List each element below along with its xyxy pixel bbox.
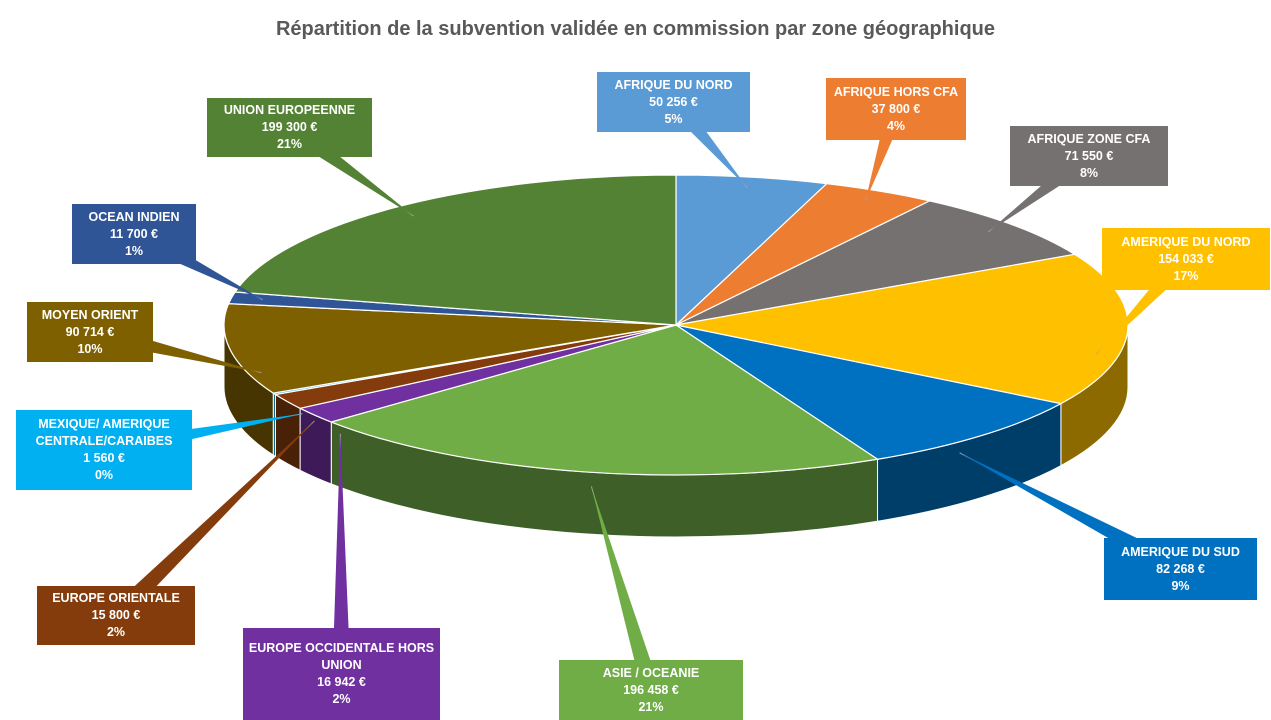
- label-percent: 5%: [664, 111, 683, 126]
- label-value: 82 268 €: [1156, 561, 1205, 576]
- label-percent: 2%: [106, 625, 126, 639]
- data-label: EUROPE OCCIDENTALE HORS UNION 16 942 € 2%: [243, 628, 440, 720]
- data-label: AFRIQUE ZONE CFA 71 550 € 8%: [1010, 126, 1168, 186]
- data-label: AFRIQUE DU NORD 50 256 € 5%: [597, 72, 750, 132]
- data-label: AFRIQUE HORS CFA 37 800 € 4%: [826, 78, 966, 140]
- data-label: UNION EUROPEENNE 199 300 € 21%: [207, 98, 372, 157]
- label-name: OCEAN INDIEN: [88, 209, 180, 224]
- data-label: OCEAN INDIEN 11 700 € 1%: [72, 204, 196, 264]
- label-name: AFRIQUE ZONE CFA: [1027, 131, 1151, 146]
- label-percent: 9%: [1171, 578, 1190, 593]
- label-name: AFRIQUE DU NORD: [614, 77, 733, 92]
- slice: [223, 303, 677, 394]
- label-value: 37 800 €: [871, 101, 921, 116]
- label-name: MEXIQUE/ AMERIQUE CENTRALE/CARAIBES: [35, 417, 173, 448]
- data-label: MOYEN ORIENT 90 714 € 10%: [27, 302, 153, 362]
- label-percent: 2%: [332, 692, 351, 706]
- slice: [675, 253, 1129, 405]
- label-percent: 1%: [124, 243, 144, 258]
- label-percent: 21%: [638, 699, 664, 714]
- label-name: MOYEN ORIENT: [41, 307, 139, 322]
- callout-pointer: [591, 486, 660, 693]
- label-percent: 8%: [1079, 165, 1099, 180]
- label-value: 71 550 €: [1064, 148, 1114, 163]
- data-label: ASIE / OCEANIE 196 458 € 21%: [559, 660, 743, 720]
- slice: [234, 174, 677, 326]
- label-name: EUROPE ORIENTALE: [52, 591, 180, 605]
- label-percent: 17%: [1173, 268, 1199, 283]
- slice: [675, 200, 1077, 326]
- label-percent: 4%: [886, 118, 906, 133]
- label-value: 11 700 €: [110, 226, 158, 241]
- label-value: 1 560 €: [83, 451, 125, 465]
- label-value: 50 256 €: [649, 94, 698, 109]
- data-label: AMERIQUE DU SUD 82 268 € 9%: [1104, 538, 1257, 600]
- data-label: EUROPE ORIENTALE 15 800 € 2%: [37, 586, 195, 645]
- label-value: 154 033 €: [1158, 251, 1214, 266]
- label-percent: 0%: [94, 468, 114, 482]
- label-value: 199 300 €: [261, 120, 318, 134]
- callout-pointer: [109, 420, 315, 622]
- data-label: MEXIQUE/ AMERIQUE CENTRALE/CARAIBES 1 560…: [16, 410, 192, 490]
- chart-title: Répartition de la subvention validée en …: [275, 18, 996, 40]
- label-value: 16 942 €: [317, 675, 366, 689]
- slice: [329, 324, 880, 476]
- label-name: UNION EUROPEENNE: [223, 103, 356, 117]
- label-percent: 21%: [276, 137, 303, 151]
- slice: [675, 174, 829, 327]
- label-value: 196 458 €: [623, 682, 679, 697]
- label-value: 15 800 €: [91, 608, 141, 622]
- label-value: 90 714 €: [65, 324, 115, 339]
- label-name: ASIE / OCEANIE: [602, 665, 700, 680]
- label-name: AFRIQUE HORS CFA: [833, 84, 959, 99]
- callout-pointer: [332, 433, 351, 675]
- label-name: AMERIQUE DU SUD: [1121, 544, 1240, 559]
- label-name: EUROPE OCCIDENTALE HORS UNION: [248, 641, 435, 672]
- data-label: AMERIQUE DU NORD 154 033 € 17%: [1102, 228, 1270, 290]
- label-percent: 10%: [77, 341, 103, 356]
- label-name: AMERIQUE DU NORD: [1121, 234, 1251, 249]
- slice: [675, 324, 1063, 460]
